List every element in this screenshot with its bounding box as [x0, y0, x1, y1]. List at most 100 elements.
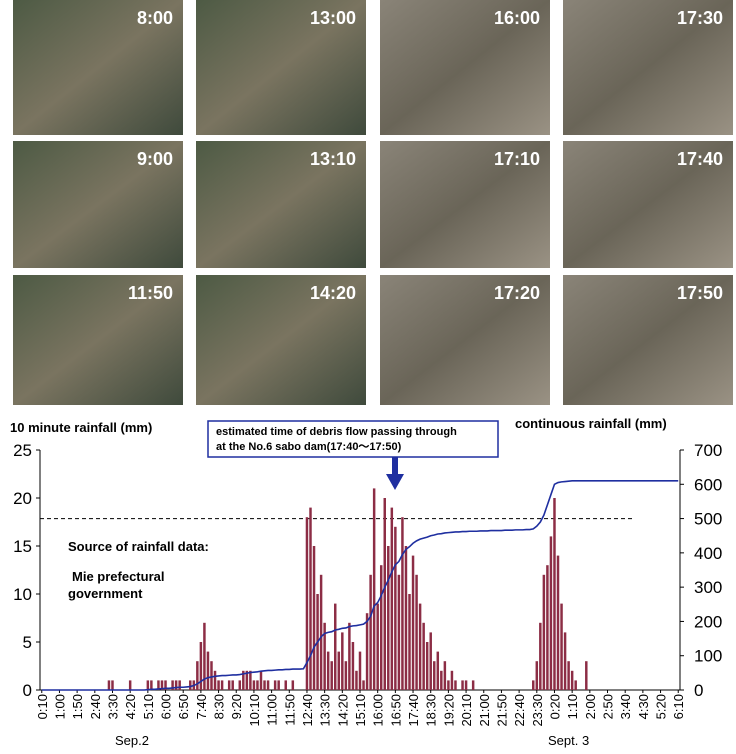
bar [567, 661, 570, 690]
annotation-box [207, 420, 499, 458]
bar [220, 680, 224, 690]
y-tick-label: 10 [13, 585, 32, 604]
date-label: Sep.2 [115, 733, 149, 748]
bar [259, 670, 263, 690]
bar [164, 680, 167, 690]
bar [227, 680, 231, 690]
x-tick-label: 20:10 [459, 694, 474, 727]
photo-time: 17:20 [494, 283, 540, 303]
x-tick-label: 16:00 [371, 694, 386, 727]
bar [574, 680, 577, 690]
source-note: Mie prefectural [72, 569, 164, 584]
bar [429, 632, 432, 690]
annotation: estimated time of debris flow passing th… [216, 426, 457, 438]
photo [13, 0, 183, 135]
x-tick-label: 21:50 [494, 694, 509, 727]
bar [334, 603, 337, 690]
source-note: government [68, 586, 143, 601]
bar [263, 680, 266, 690]
photo [196, 275, 366, 405]
bar [560, 603, 563, 690]
x-tick-label: 18:30 [424, 694, 439, 727]
photo [13, 141, 183, 268]
photo [380, 0, 550, 135]
bar [447, 680, 450, 690]
bar [570, 670, 574, 690]
x-tick-label: 4:30 [636, 694, 651, 719]
bar [383, 498, 386, 690]
y-axis-title: 10 minute rainfall (mm) [10, 420, 152, 435]
bar [160, 680, 164, 690]
bar [556, 555, 560, 690]
y-tick-label: 20 [13, 489, 32, 508]
photo-time: 17:40 [677, 149, 723, 169]
bar [532, 680, 535, 690]
source-note: Source of rainfall data: [68, 539, 209, 554]
bar [206, 651, 210, 690]
bar [189, 680, 192, 690]
y2-tick-label: 200 [694, 612, 722, 631]
x-tick-label: 6:10 [671, 694, 686, 719]
y-tick-label: 0 [23, 681, 32, 700]
bar [242, 670, 245, 690]
bar [358, 651, 362, 690]
x-tick-label: 19:20 [441, 694, 456, 727]
x-tick-label: 13:30 [318, 694, 333, 727]
y2-tick-label: 700 [694, 441, 722, 460]
y2-axis-title: continuous rainfall (mm) [515, 416, 667, 431]
photo-time: 13:10 [310, 149, 356, 169]
bar [422, 622, 425, 690]
x-tick-label: 17:40 [406, 694, 421, 727]
bar [440, 670, 443, 690]
bar [369, 574, 372, 690]
y2-tick-label: 400 [694, 544, 722, 563]
bar [150, 680, 153, 690]
bar [418, 603, 422, 690]
photo-time: 9:00 [137, 149, 173, 169]
bar [111, 680, 114, 690]
bar [210, 661, 213, 690]
bar [249, 670, 252, 690]
bar [549, 536, 553, 690]
bar [348, 622, 351, 690]
x-tick-label: 16:50 [388, 694, 403, 727]
photo-time: 11:50 [128, 283, 173, 303]
photo-time: 17:30 [677, 8, 723, 28]
x-tick-label: 7:40 [194, 694, 209, 719]
bar [238, 680, 242, 690]
bar [394, 526, 397, 690]
bar [461, 680, 464, 690]
bar [454, 680, 457, 690]
x-tick-label: 3:30 [105, 694, 120, 719]
date-label: Sept. 3 [548, 733, 589, 748]
y2-tick-label: 600 [694, 475, 722, 494]
x-tick-label: 15:10 [353, 694, 368, 727]
bar [305, 517, 309, 690]
bar [376, 603, 379, 690]
bar [203, 622, 206, 690]
bar [277, 680, 280, 690]
bar [433, 661, 436, 690]
x-tick-label: 11:50 [282, 694, 297, 726]
bar [546, 565, 549, 690]
bar [284, 680, 287, 690]
bar [245, 670, 249, 690]
x-tick-label: 5:10 [141, 694, 156, 719]
bar [174, 680, 178, 690]
photo-time: 8:00 [137, 8, 173, 28]
photo [563, 0, 733, 135]
bar [379, 565, 383, 690]
x-tick-label: 3:40 [618, 694, 633, 719]
bar [128, 680, 132, 690]
x-tick-label: 23:30 [530, 694, 545, 727]
y-tick-label: 25 [13, 441, 32, 460]
bar [372, 488, 376, 690]
bar [266, 680, 270, 690]
bar [178, 680, 181, 690]
bar [330, 661, 333, 690]
photo [380, 275, 550, 405]
x-tick-label: 6:50 [176, 694, 191, 719]
x-tick-label: 10:10 [247, 694, 262, 727]
bar [539, 622, 542, 690]
